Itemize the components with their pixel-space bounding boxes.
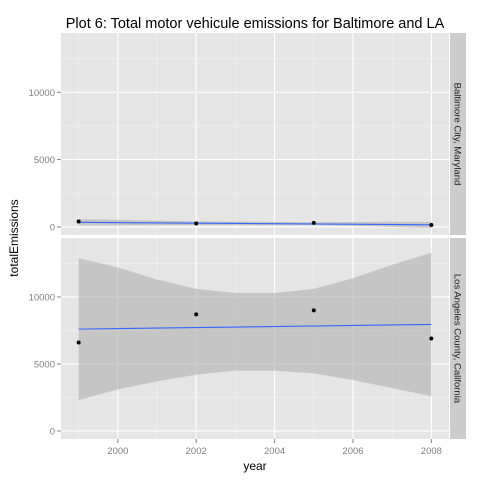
data-point — [76, 219, 81, 224]
data-point — [194, 221, 199, 226]
trend-line — [78, 323, 432, 330]
facet-label: Baltimore City, Maryland — [452, 83, 463, 186]
facet-strip — [450, 238, 466, 439]
y-tick-label: 5000 — [34, 155, 55, 166]
x-tick-label: 2004 — [264, 446, 285, 457]
data-point — [76, 340, 81, 345]
data-point — [429, 336, 434, 341]
data-point — [311, 220, 316, 225]
facet-label: Los Angeles County, California — [452, 274, 463, 404]
y-tick-label: 0 — [50, 426, 55, 437]
facet-panel: 0 5000 10000 Los Angeles County, California — [29, 238, 466, 439]
x-axis-title: year — [243, 459, 266, 473]
y-tick-label: 10000 — [29, 88, 55, 99]
panel-background — [61, 33, 449, 235]
x-tick-label: 2006 — [342, 446, 363, 457]
facet-panels: 0 5000 10000 Baltimore City, Maryland 0 5000 1… — [29, 33, 466, 457]
x-tick-label: 2008 — [421, 446, 442, 457]
data-point — [429, 223, 434, 228]
y-axis-title: totalEmissions — [7, 199, 21, 276]
y-tick-label: 10000 — [29, 292, 55, 303]
y-tick-label: 0 — [50, 222, 55, 233]
chart-title: Plot 6: Total motor vehicule emissions f… — [66, 16, 445, 32]
x-tick-label: 2000 — [107, 446, 128, 457]
y-tick-label: 5000 — [34, 359, 55, 370]
facet-panel: 0 5000 10000 Baltimore City, Maryland — [29, 33, 466, 235]
trend-line — [78, 221, 432, 226]
x-tick-label: 2002 — [186, 446, 207, 457]
data-point — [194, 312, 199, 317]
data-point — [311, 308, 316, 313]
facet-strip — [450, 33, 466, 235]
